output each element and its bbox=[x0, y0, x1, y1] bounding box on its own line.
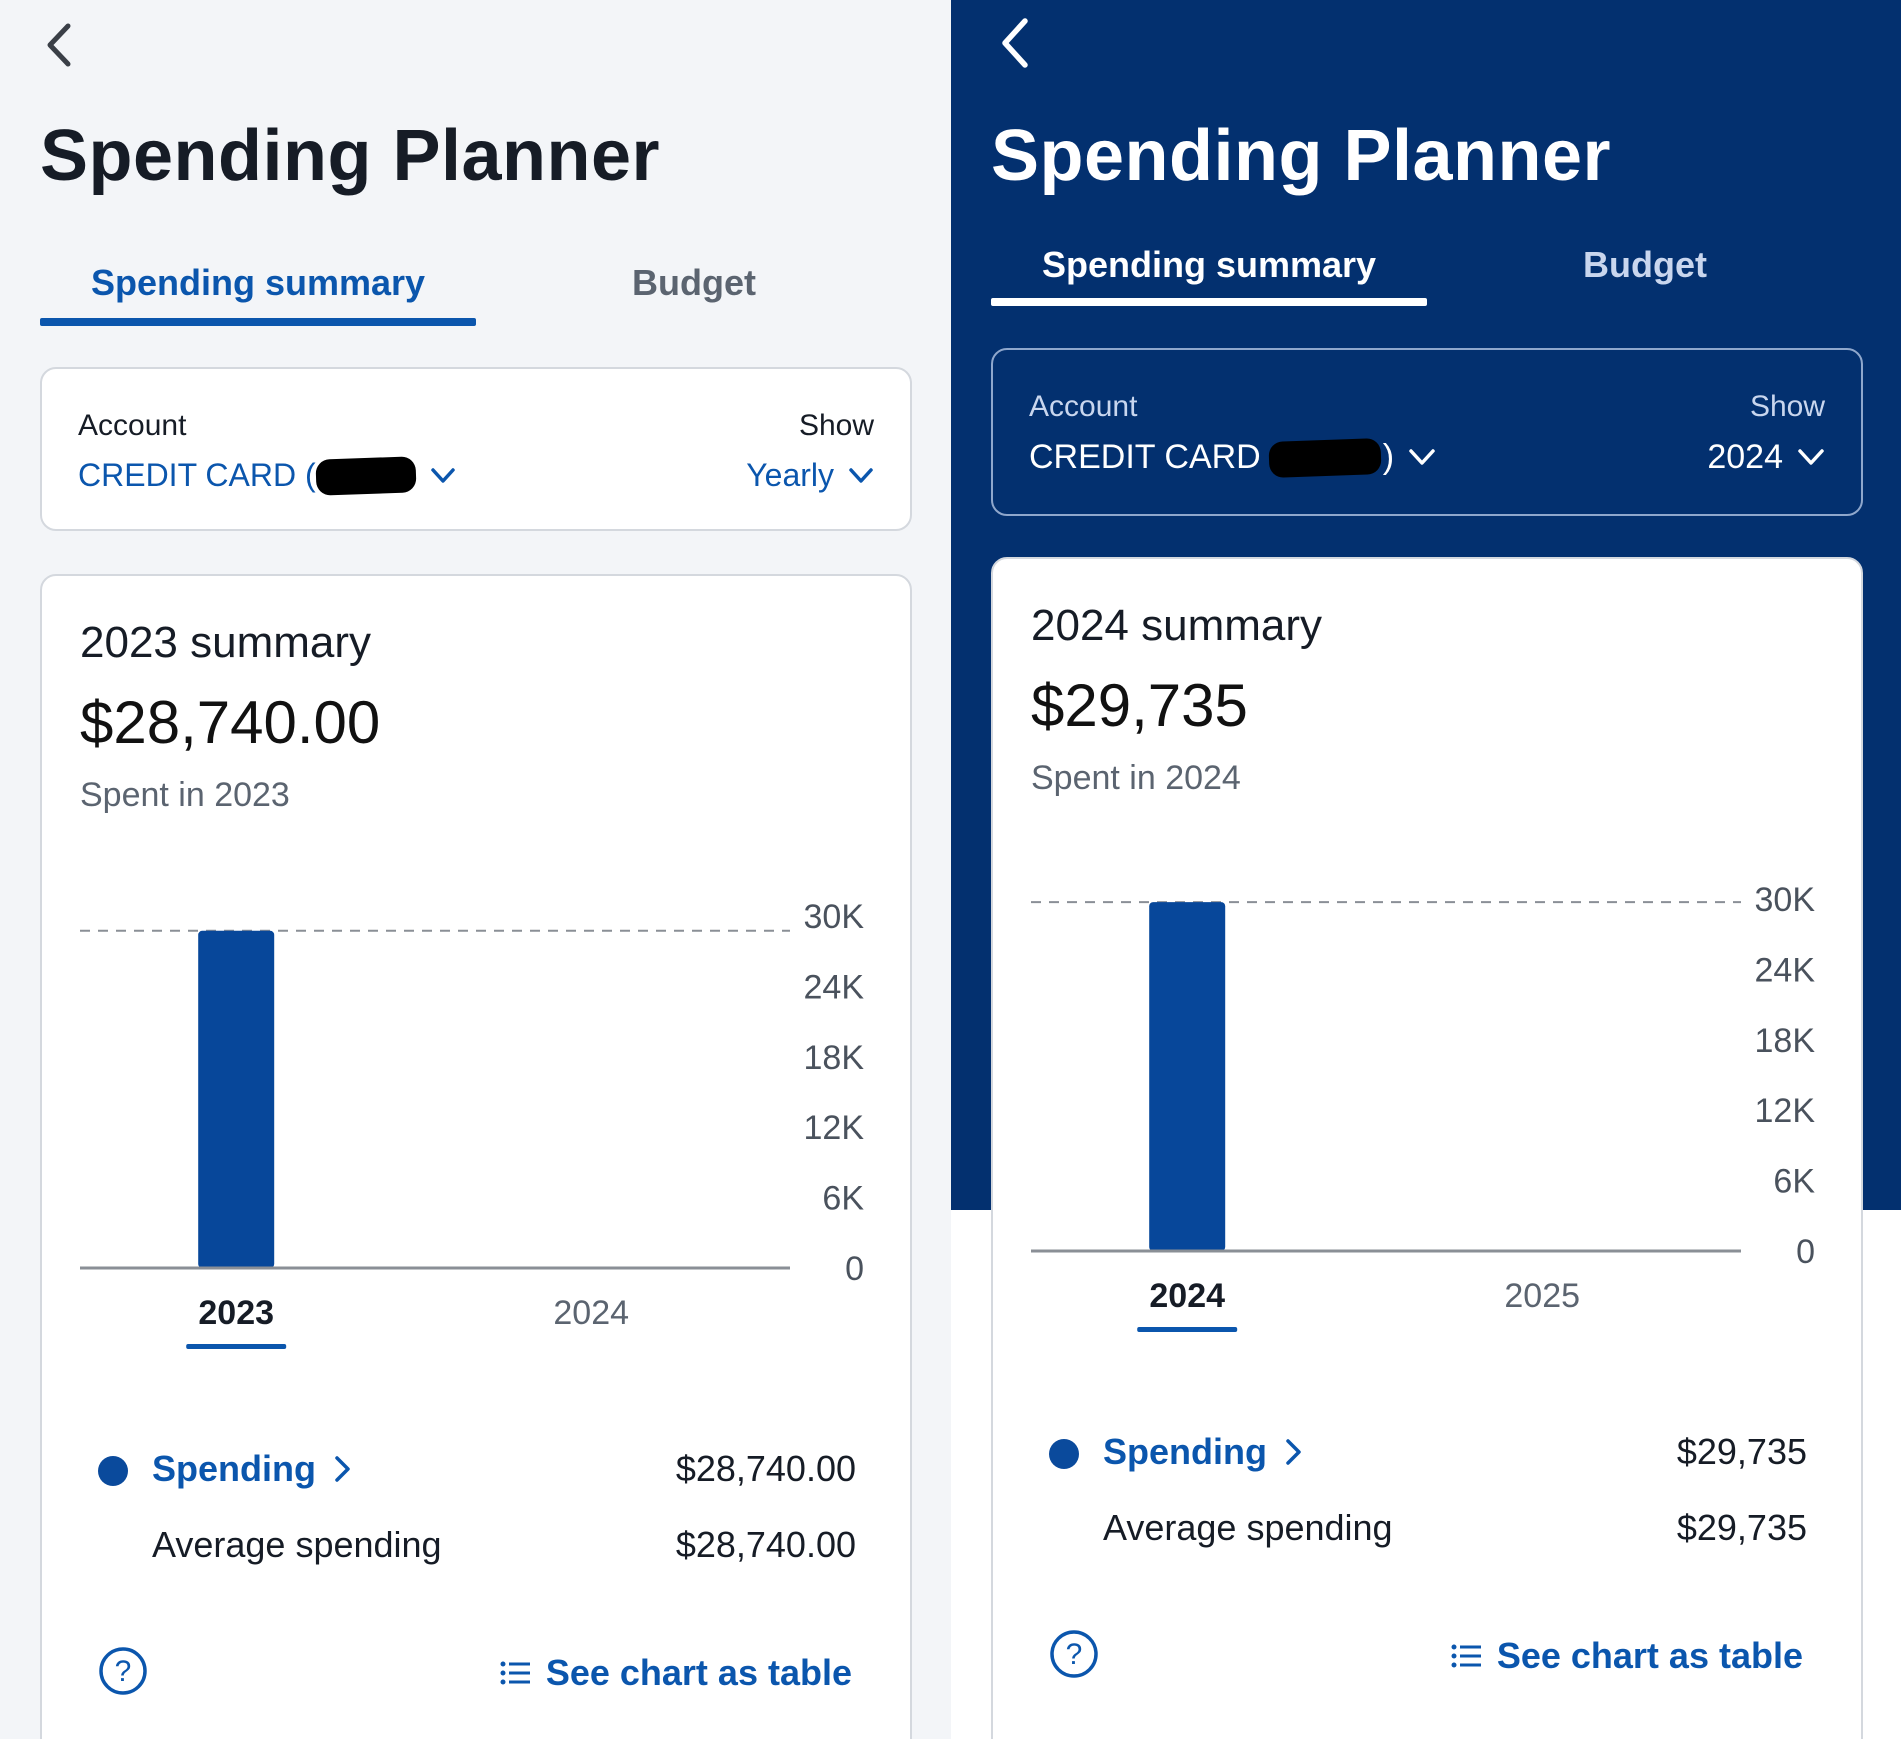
bar bbox=[1149, 902, 1226, 1251]
chevron-left-icon bbox=[1002, 18, 1028, 68]
spending-label: Spending bbox=[1103, 1431, 1267, 1472]
chevron-right-icon bbox=[1286, 1439, 1301, 1465]
summary-card: 2023 summary $28,740.00 Spent in 2023 0 6… bbox=[40, 574, 912, 1739]
x-tick-label: 2023 bbox=[198, 1294, 274, 1332]
y-tick-label: 18K bbox=[1755, 1022, 1816, 1060]
legend-average-row: Average spending $28,740.00 bbox=[42, 1522, 914, 1572]
y-tick-label: 0 bbox=[1796, 1233, 1815, 1271]
show-label: Show bbox=[798, 409, 874, 442]
x-tick-label: 2024 bbox=[1149, 1277, 1225, 1315]
list-icon bbox=[500, 1661, 530, 1685]
account-dropdown[interactable]: CREDIT CARD ) bbox=[1029, 437, 1436, 478]
spending-value: $29,735 bbox=[1676, 1431, 1807, 1472]
see-chart-as-table-label: See chart as table bbox=[1496, 1635, 1803, 1676]
tab-budget[interactable]: Budget bbox=[1583, 244, 1707, 285]
spending-value: $28,740.00 bbox=[675, 1448, 856, 1489]
legend-average-row: Average spending $29,735 bbox=[993, 1505, 1865, 1555]
redacted-account-number bbox=[1268, 437, 1382, 478]
account-selector-card: Account CREDIT CARD ( Show Yearly bbox=[40, 367, 912, 531]
summary-subtitle: Spent in 2024 bbox=[1031, 759, 1241, 797]
list-icon bbox=[1451, 1644, 1481, 1668]
see-chart-as-table-link[interactable]: See chart as table bbox=[500, 1652, 852, 1694]
show-value: 2024 bbox=[1707, 438, 1783, 476]
chevron-down-icon bbox=[1798, 448, 1824, 465]
y-tick-label: 30K bbox=[804, 898, 865, 936]
average-spending-value: $28,740.00 bbox=[675, 1524, 856, 1565]
selected-category-underline bbox=[186, 1344, 287, 1349]
summary-title: 2023 summary bbox=[80, 618, 372, 667]
y-tick-label: 24K bbox=[804, 968, 865, 1006]
legend-spending-row: Spending $29,735 bbox=[993, 1429, 1865, 1479]
account-value: CREDIT CARD bbox=[1029, 438, 1261, 476]
help-button[interactable]: ? bbox=[1049, 1629, 1099, 1679]
right-panel: Spending Planner Spending summary Budget… bbox=[951, 0, 1901, 1739]
account-dropdown[interactable]: CREDIT CARD ( bbox=[78, 455, 456, 496]
svg-text:?: ? bbox=[115, 1655, 132, 1688]
tab-budget[interactable]: Budget bbox=[632, 262, 756, 303]
account-label: Account bbox=[1029, 390, 1138, 423]
show-dropdown[interactable]: Yearly bbox=[746, 457, 874, 494]
spending-label: Spending bbox=[152, 1448, 316, 1489]
tab-active-underline bbox=[991, 298, 1427, 306]
summary-amount: $28,740.00 bbox=[80, 689, 381, 756]
show-label: Show bbox=[1749, 390, 1825, 423]
page-title: Spending Planner bbox=[40, 116, 661, 196]
spending-link[interactable]: Spending bbox=[152, 1448, 352, 1490]
spending-bar-chart: 0 6K 12K 18K 24K 30K 2024 2025 bbox=[1031, 881, 1816, 1332]
summary-title: 2024 summary bbox=[1031, 601, 1323, 650]
spending-dot-icon bbox=[1049, 1439, 1079, 1469]
chevron-down-icon bbox=[1409, 448, 1435, 465]
y-tick-label: 6K bbox=[1773, 1163, 1815, 1201]
x-tick-label: 2025 bbox=[1504, 1277, 1580, 1315]
chevron-down-icon bbox=[430, 467, 455, 483]
y-tick-label: 12K bbox=[804, 1109, 865, 1147]
account-selector-card: Account CREDIT CARD ) Show 2024 bbox=[991, 348, 1863, 516]
account-suffix: ) bbox=[1382, 438, 1395, 476]
account-label: Account bbox=[78, 409, 187, 442]
back-button[interactable] bbox=[40, 20, 90, 70]
y-tick-label: 18K bbox=[804, 1039, 865, 1077]
spending-dot-icon bbox=[98, 1456, 128, 1486]
summary-amount: $29,735 bbox=[1031, 672, 1248, 739]
summary-card: 2024 summary $29,735 Spent in 2024 0 6K 12… bbox=[991, 557, 1863, 1739]
legend-spending-row: Spending $28,740.00 bbox=[42, 1446, 914, 1496]
average-spending-label: Average spending bbox=[152, 1524, 442, 1565]
see-chart-as-table-label: See chart as table bbox=[545, 1652, 852, 1693]
tab-spending-summary[interactable]: Spending summary bbox=[1041, 244, 1377, 285]
back-button[interactable] bbox=[995, 15, 1045, 68]
y-tick-label: 24K bbox=[1755, 951, 1816, 989]
x-tick-label: 2024 bbox=[553, 1294, 629, 1332]
bar bbox=[198, 930, 275, 1268]
left-panel: Spending Planner Spending summary Budget… bbox=[0, 0, 951, 1739]
chevron-right-icon bbox=[335, 1456, 350, 1482]
y-tick-label: 12K bbox=[1755, 1092, 1816, 1130]
average-spending-value: $29,735 bbox=[1676, 1507, 1807, 1548]
y-tick-label: 0 bbox=[845, 1250, 864, 1288]
y-tick-label: 30K bbox=[1755, 881, 1816, 919]
y-tick-label: 6K bbox=[822, 1180, 864, 1218]
svg-text:?: ? bbox=[1066, 1638, 1083, 1671]
average-spending-label: Average spending bbox=[1103, 1507, 1393, 1548]
show-value: Yearly bbox=[746, 457, 834, 493]
help-button[interactable]: ? bbox=[98, 1646, 148, 1696]
account-value: CREDIT CARD ( bbox=[78, 457, 316, 493]
question-circle-icon: ? bbox=[1050, 1630, 1098, 1678]
chevron-down-icon bbox=[849, 467, 873, 483]
page-title: Spending Planner bbox=[991, 116, 1612, 196]
question-circle-icon: ? bbox=[99, 1647, 147, 1695]
redacted-account-number bbox=[315, 455, 417, 496]
tab-active-underline bbox=[40, 318, 476, 326]
summary-subtitle: Spent in 2023 bbox=[80, 776, 290, 814]
see-chart-as-table-link[interactable]: See chart as table bbox=[1451, 1635, 1803, 1677]
tab-spending-summary[interactable]: Spending summary bbox=[90, 262, 426, 303]
show-dropdown[interactable]: 2024 bbox=[1707, 438, 1825, 477]
spending-link[interactable]: Spending bbox=[1103, 1431, 1303, 1473]
chevron-left-icon bbox=[47, 23, 71, 67]
spending-bar-chart: 0 6K 12K 18K 24K 30K 2023 2024 bbox=[80, 898, 865, 1349]
selected-category-underline bbox=[1137, 1327, 1238, 1332]
